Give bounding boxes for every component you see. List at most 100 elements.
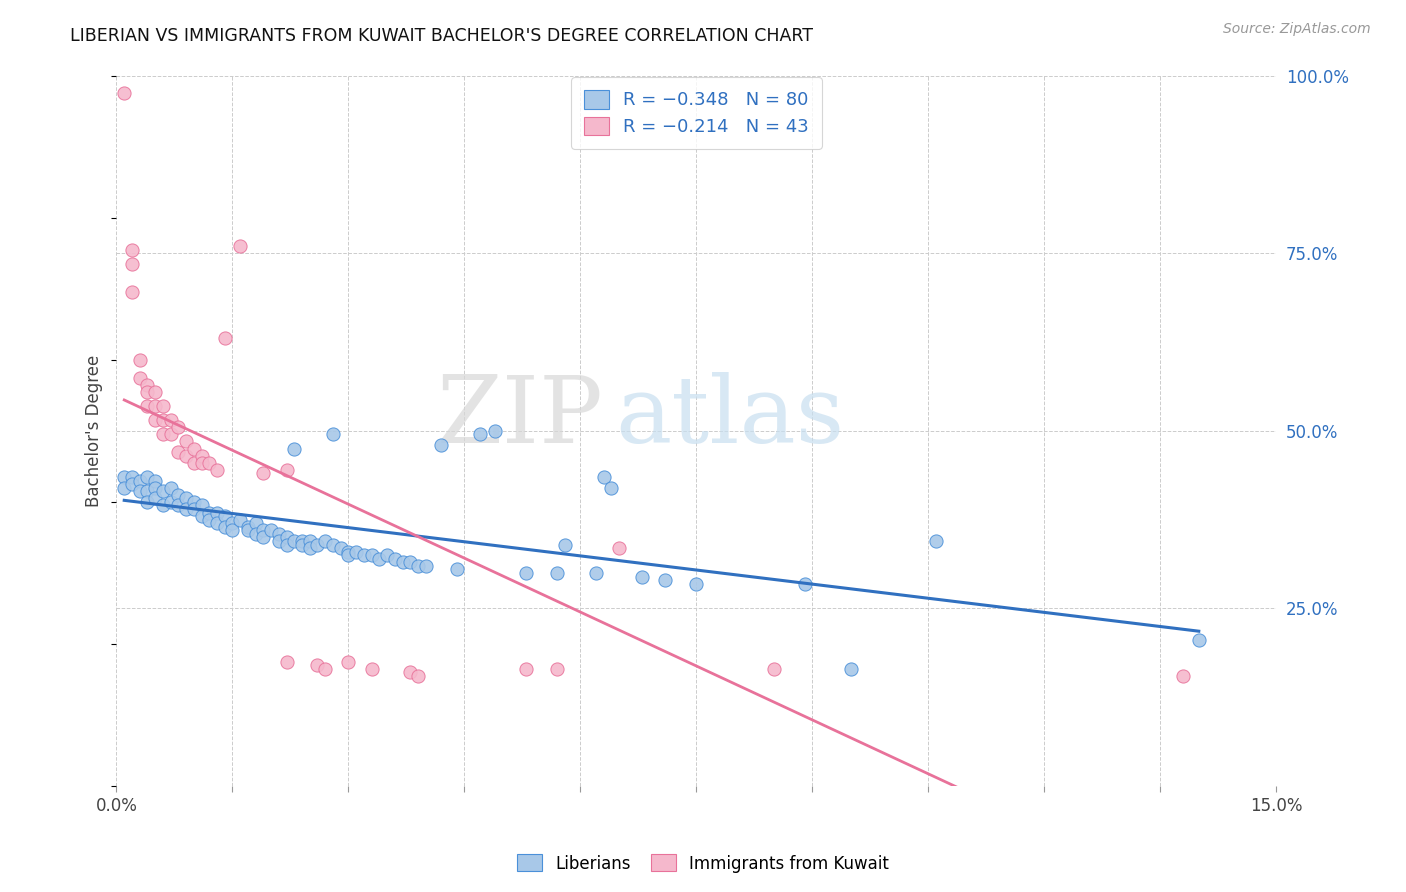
Point: [685, 576, 707, 591]
Point: [143, 399, 166, 413]
Point: [337, 544, 360, 558]
Point: [128, 370, 150, 384]
Point: [190, 456, 212, 470]
Point: [298, 533, 321, 548]
Point: [143, 384, 166, 399]
Point: [406, 558, 429, 573]
Point: [183, 456, 205, 470]
Point: [515, 662, 537, 676]
Point: [159, 495, 181, 509]
Point: [214, 520, 236, 534]
Point: [112, 87, 135, 101]
Point: [307, 537, 329, 551]
Point: [375, 548, 398, 562]
Point: [136, 377, 159, 392]
Point: [260, 524, 283, 538]
Y-axis label: Bachelor's Degree: Bachelor's Degree: [86, 355, 103, 507]
Point: [190, 449, 212, 463]
Text: Source: ZipAtlas.com: Source: ZipAtlas.com: [1223, 22, 1371, 37]
Point: [167, 420, 190, 434]
Point: [143, 481, 166, 495]
Point: [214, 509, 236, 524]
Point: [245, 516, 267, 531]
Point: [136, 384, 159, 399]
Point: [236, 520, 259, 534]
Point: [128, 484, 150, 499]
Point: [322, 427, 344, 442]
Point: [592, 470, 614, 484]
Point: [607, 541, 630, 555]
Point: [291, 533, 314, 548]
Point: [399, 665, 422, 680]
Point: [546, 566, 568, 580]
Point: [307, 658, 329, 673]
Point: [337, 655, 360, 669]
Point: [276, 655, 298, 669]
Point: [267, 527, 290, 541]
Point: [152, 413, 174, 427]
Point: [368, 551, 391, 566]
Point: [839, 662, 862, 676]
Point: [631, 569, 654, 583]
Point: [298, 541, 321, 555]
Point: [183, 495, 205, 509]
Point: [205, 463, 228, 477]
Point: [159, 413, 181, 427]
Point: [337, 548, 360, 562]
Point: [291, 537, 314, 551]
Point: [391, 555, 413, 569]
Point: [515, 566, 537, 580]
Point: [406, 669, 429, 683]
Point: [600, 481, 623, 495]
Point: [314, 662, 336, 676]
Point: [152, 399, 174, 413]
Point: [205, 506, 228, 520]
Point: [554, 537, 576, 551]
Point: [143, 491, 166, 506]
Point: [384, 551, 406, 566]
Point: [136, 470, 159, 484]
Point: [128, 474, 150, 488]
Point: [1188, 633, 1211, 648]
Point: [198, 513, 221, 527]
Point: [252, 467, 274, 481]
Point: [167, 488, 190, 502]
Point: [252, 530, 274, 544]
Point: [183, 502, 205, 516]
Point: [190, 509, 212, 524]
Point: [344, 544, 367, 558]
Point: [121, 470, 143, 484]
Point: [245, 527, 267, 541]
Point: [128, 352, 150, 367]
Point: [353, 548, 375, 562]
Point: [925, 533, 948, 548]
Point: [415, 558, 437, 573]
Point: [229, 513, 252, 527]
Point: [174, 502, 197, 516]
Point: [152, 499, 174, 513]
Point: [446, 562, 468, 576]
Point: [143, 413, 166, 427]
Point: [430, 438, 453, 452]
Point: [121, 285, 143, 300]
Point: [484, 424, 506, 438]
Point: [174, 449, 197, 463]
Point: [654, 573, 676, 587]
Point: [314, 533, 336, 548]
Point: [283, 533, 305, 548]
Point: [276, 463, 298, 477]
Point: [276, 530, 298, 544]
Point: [136, 495, 159, 509]
Point: [152, 484, 174, 499]
Point: [159, 481, 181, 495]
Point: [283, 442, 305, 456]
Point: [167, 499, 190, 513]
Point: [762, 662, 785, 676]
Point: [229, 239, 252, 253]
Point: [167, 445, 190, 459]
Point: [121, 257, 143, 271]
Point: [136, 399, 159, 413]
Point: [190, 499, 212, 513]
Point: [360, 662, 382, 676]
Point: [174, 491, 197, 506]
